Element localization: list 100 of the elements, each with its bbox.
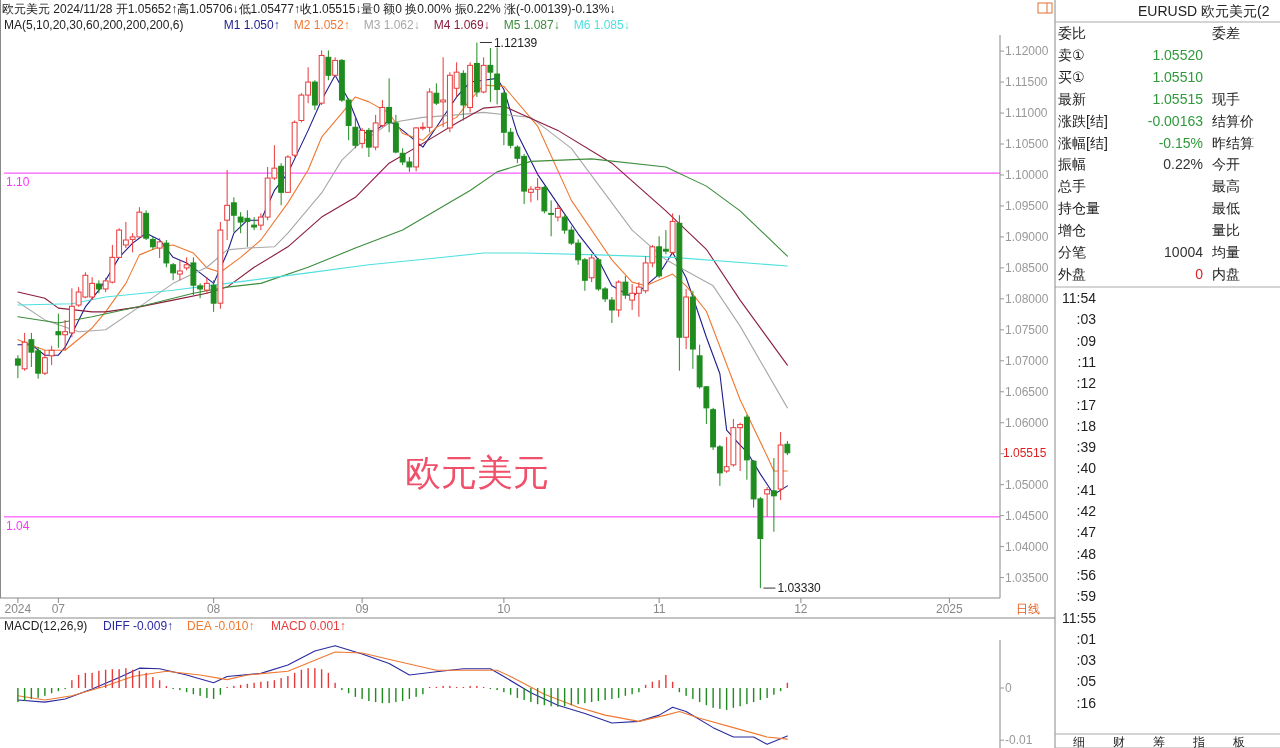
category-label: 委比 [1058, 25, 1086, 41]
category-label: 外盘 [1058, 265, 1086, 282]
x-tick-label: 10 [497, 602, 511, 616]
text: 11:55 [1062, 609, 1097, 626]
candlestick [332, 56, 339, 78]
category-label: 买① [1058, 68, 1085, 85]
candlestick [311, 79, 318, 111]
text: 日线 [1015, 602, 1040, 616]
y-tick-label: 1.04000 [1005, 539, 1049, 554]
candlestick [608, 296, 615, 324]
y-tick-label: 1.07000 [1005, 353, 1049, 368]
candlestick [770, 457, 777, 533]
legend-title: MACD(12,26,9) [4, 619, 88, 633]
text: :16 [1076, 694, 1097, 711]
y-tick-label: 1.04500 [1005, 508, 1049, 523]
category-label: 财 [1113, 735, 1125, 748]
category-label: 细 [1073, 735, 1085, 748]
category-label: 现手 [1212, 90, 1240, 107]
text: DEA -0.010↑ [187, 619, 255, 633]
candlestick [48, 345, 55, 366]
candlestick [723, 436, 730, 474]
text: 10004 [1164, 244, 1203, 260]
category-label: 最低 [1212, 200, 1240, 217]
ref-line-label: 1.04 [6, 518, 30, 533]
category-label: 最新 [1058, 90, 1086, 107]
category-label: 涨跌[结] [1058, 112, 1108, 129]
x-tick-label: 12 [794, 602, 808, 616]
x-tick-label: 2025 [936, 602, 964, 616]
y-tick-label: 0 [1005, 681, 1012, 696]
y-tick-label: 1.08500 [1005, 261, 1049, 276]
category-label: 委差 [1212, 25, 1240, 41]
category-label: 板 [1232, 735, 1245, 748]
candlestick [41, 349, 48, 376]
y-tick-label: 1.09000 [1005, 230, 1049, 245]
annotation: 欧元美元 [404, 452, 549, 494]
text: :17 [1076, 396, 1097, 413]
text: :41 [1076, 481, 1097, 498]
candlestick [487, 47, 494, 103]
category-label: 总手 [1057, 178, 1086, 195]
text: EURUSD 欧元美元(2 [1138, 3, 1270, 19]
text: -0.15% [1158, 134, 1203, 151]
text: 0 [1195, 265, 1203, 282]
text: :05 [1076, 673, 1097, 690]
text: -0.00163 [1147, 112, 1203, 129]
category-label: 卖① [1058, 46, 1085, 63]
candlestick [764, 486, 771, 518]
text: :09 [1076, 332, 1097, 349]
category-label: 量比 [1212, 222, 1240, 239]
text: 1.05520 [1152, 46, 1203, 63]
text: MACD 0.001↑ [271, 619, 346, 633]
x-tick-label: 11 [652, 602, 666, 616]
category-label: 最高 [1212, 178, 1240, 195]
category-label: 均量 [1212, 244, 1240, 260]
text: M1 1.050↑ [223, 18, 280, 32]
category-label: 振幅 [1058, 156, 1086, 173]
candlestick [548, 199, 555, 237]
y-tick-label: 1.07500 [1005, 323, 1049, 338]
text: M3 1.062↓ [363, 18, 420, 32]
x-tick-label: 08 [206, 602, 221, 616]
text: M6 1.085↓ [573, 18, 630, 32]
y-tick-label: 1.11500 [1005, 75, 1048, 90]
text: M4 1.069↓ [433, 18, 490, 32]
y-tick-label: 1.03500 [1005, 570, 1049, 585]
text: 1.05515 [1003, 445, 1047, 460]
category-label: 持仓量 [1058, 200, 1100, 217]
text: 11:54 [1062, 290, 1097, 306]
x-tick-label: 2024 [4, 602, 32, 616]
text: :56 [1076, 566, 1097, 583]
candlestick [541, 185, 548, 214]
text: :47 [1076, 524, 1097, 541]
text: :03 [1076, 652, 1097, 669]
ref-line-label: 1.10 [6, 175, 30, 190]
annotation: 1.12139 [493, 35, 538, 50]
text: M5 1.087↓ [503, 18, 560, 32]
candlestick [55, 313, 62, 349]
text: :03 [1076, 311, 1097, 328]
candlestick [588, 253, 595, 283]
candlestick [224, 169, 231, 241]
candlestick [622, 275, 629, 300]
text: :42 [1076, 503, 1097, 519]
candlestick [251, 216, 258, 231]
text: :18 [1076, 417, 1097, 434]
y-tick-label: -0.01 [1005, 733, 1033, 748]
chart-title: 欧元美元 2024/11/28 开1.05652↑高1.05706↓低1.05477↑收1.05515↓量0 额0 换0.00% 振0.22% 涨(-0.00139)-0.13%↓ [2, 2, 616, 16]
candlestick [170, 262, 177, 281]
candlestick [494, 46, 501, 105]
text: 0.22% [1163, 156, 1203, 173]
candlestick [163, 239, 170, 268]
category-label: 今开 [1212, 156, 1240, 173]
line-series [17, 252, 788, 306]
y-tick-label: 1.05000 [1005, 477, 1049, 492]
y-tick-label: 1.10500 [1005, 137, 1049, 152]
category-label: 分笔 [1058, 244, 1086, 260]
candlestick [14, 354, 21, 379]
category-label: 筹 [1153, 735, 1165, 748]
text: 1.05510 [1152, 68, 1203, 85]
category-label: 结算价 [1212, 112, 1254, 129]
x-tick-label: 09 [355, 602, 370, 616]
candlestick [359, 127, 366, 149]
candlestick [230, 196, 237, 233]
